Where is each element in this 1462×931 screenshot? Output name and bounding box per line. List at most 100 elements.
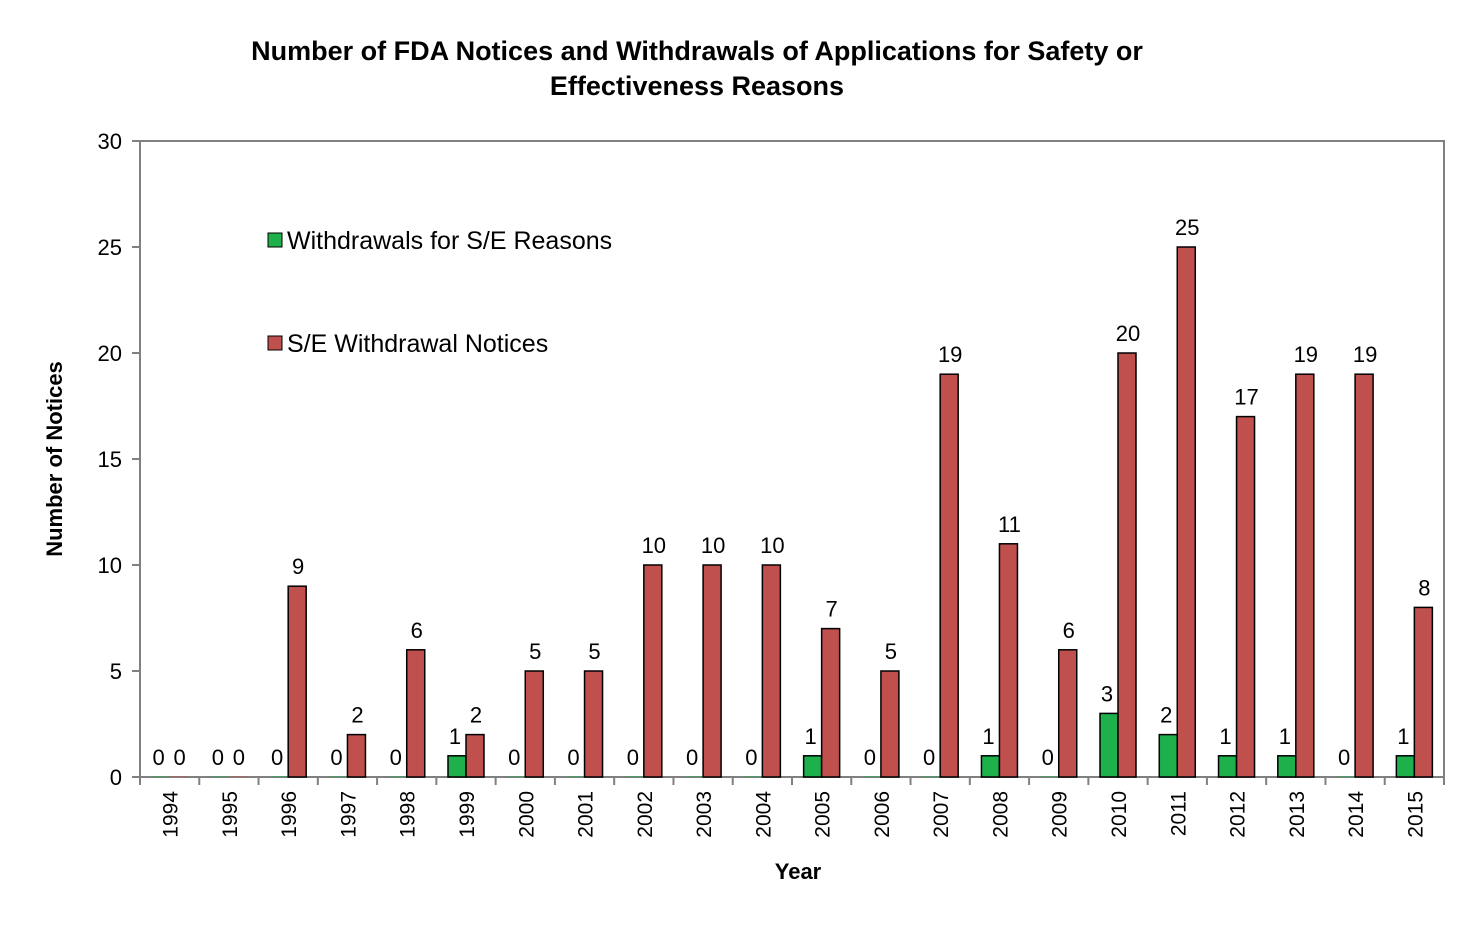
data-label-notices: 25 [1175, 215, 1199, 240]
y-tick-label: 25 [98, 235, 122, 260]
data-label-withdrawals: 0 [153, 745, 165, 770]
x-tick-label: 2006 [871, 791, 894, 838]
bar-notices [643, 564, 663, 778]
data-label-notices: 5 [885, 639, 897, 664]
bar-withdrawals [1040, 776, 1059, 777]
x-tick-label: 2002 [634, 791, 657, 838]
legend-label-notices: S/E Withdrawal Notices [287, 330, 548, 358]
bar-withdrawals [802, 755, 823, 778]
data-label-notices: 10 [642, 533, 666, 558]
x-axis-title: Year [775, 859, 822, 884]
bar-withdrawals [388, 776, 407, 777]
bar-notices [583, 670, 604, 778]
x-tick-label: 1994 [160, 791, 183, 838]
data-label-notices: 0 [233, 745, 245, 770]
x-tick-label: 2010 [1108, 791, 1131, 838]
bar-notices [465, 733, 485, 778]
bar-withdrawals [507, 776, 526, 777]
data-label-withdrawals: 0 [864, 745, 876, 770]
data-label-notices: 17 [1234, 385, 1258, 410]
data-label-notices: 6 [1063, 618, 1075, 643]
legend-swatch-withdrawals [267, 232, 283, 248]
data-label-withdrawals: 0 [271, 745, 283, 770]
bar-withdrawals [744, 776, 763, 777]
bars [151, 246, 1434, 778]
data-label-notices: 2 [470, 703, 482, 728]
bar-notices [1295, 373, 1315, 778]
data-label-withdrawals: 1 [1397, 724, 1409, 749]
x-tick-label: 2004 [752, 791, 775, 838]
bar-notices [1117, 352, 1137, 778]
data-label-withdrawals: 1 [982, 724, 994, 749]
x-tick-label: 2008 [989, 791, 1012, 838]
data-label-withdrawals: 0 [745, 745, 757, 770]
x-tick-label: 2011 [1167, 791, 1190, 836]
y-axis: 0 5 10 15 20 25 30 [98, 129, 140, 790]
data-label-notices: 19 [1294, 342, 1318, 367]
bar-notices [939, 373, 959, 778]
legend-swatch-notices [267, 335, 283, 351]
y-tick-label: 5 [110, 659, 122, 684]
data-label-withdrawals: 0 [686, 745, 698, 770]
data-label-withdrawals: 2 [1160, 703, 1172, 728]
data-label-notices: 8 [1418, 575, 1430, 600]
bar-notices [1235, 415, 1256, 778]
data-label-notices: 5 [588, 639, 600, 664]
bar-notices [1354, 373, 1374, 778]
data-label-notices: 0 [174, 745, 186, 770]
x-tick-label: 2014 [1345, 791, 1368, 838]
x-axis: 1994 1995 1996 1997 1998 1999 2000 2001 2002 2003… [139, 777, 1445, 838]
data-label-withdrawals: 0 [212, 745, 224, 770]
bar-withdrawals [1337, 776, 1356, 777]
bar-withdrawals [151, 776, 170, 777]
bar-withdrawals [1158, 733, 1179, 778]
bar-withdrawals [1395, 755, 1416, 778]
bar-withdrawals [1099, 712, 1119, 778]
x-tick-label: 2003 [693, 791, 716, 838]
bar-notices [405, 649, 426, 778]
x-tick-label: 2009 [1049, 791, 1072, 838]
bar-notices [1176, 246, 1197, 778]
bar-notices [524, 670, 545, 778]
bar-notices [702, 564, 722, 778]
x-tick-label: 1995 [219, 791, 242, 838]
data-label-withdrawals: 1 [1279, 724, 1291, 749]
data-labels: 0 0 0 0 090206120505010010010170501911106320… [153, 215, 1431, 770]
data-label-withdrawals: 0 [627, 745, 639, 770]
bar-withdrawals [210, 776, 229, 777]
data-label-notices: 9 [292, 554, 304, 579]
x-tick-label: 1996 [278, 791, 301, 838]
data-label-withdrawals: 0 [567, 745, 579, 770]
y-tick-label: 20 [98, 341, 122, 366]
data-label-withdrawals: 0 [1338, 745, 1350, 770]
bar-withdrawals [566, 776, 585, 777]
bar-notices [287, 585, 307, 778]
bar-notices [346, 733, 367, 778]
data-label-notices: 2 [351, 703, 363, 728]
x-tick-label: 2005 [812, 791, 835, 838]
bar-withdrawals [625, 776, 644, 777]
data-label-withdrawals: 1 [449, 724, 461, 749]
y-tick-label: 0 [110, 765, 122, 790]
data-label-notices: 6 [411, 618, 423, 643]
data-label-withdrawals: 1 [805, 724, 817, 749]
bar-withdrawals [922, 776, 941, 777]
bar-notices [228, 776, 247, 777]
x-tick-label: 1997 [337, 791, 360, 838]
x-tick-label: 2013 [1286, 791, 1309, 838]
data-label-withdrawals: 0 [508, 745, 520, 770]
data-label-withdrawals: 0 [1042, 745, 1054, 770]
data-label-withdrawals: 3 [1101, 681, 1113, 706]
chart-title-line-2: Effectiveness Reasons [550, 71, 844, 101]
bar-notices [1413, 606, 1434, 778]
x-tick-label: 2012 [1227, 791, 1250, 838]
data-label-withdrawals: 1 [1219, 724, 1231, 749]
y-tick-label: 30 [98, 129, 122, 154]
bar-notices [761, 564, 782, 778]
bar-notices [1057, 649, 1078, 778]
data-label-notices: 20 [1116, 321, 1140, 346]
bar-withdrawals [1217, 755, 1238, 778]
legend-label-withdrawals: Withdrawals for S/E Reasons [287, 227, 612, 255]
bar-notices [998, 543, 1019, 778]
bar-withdrawals [862, 776, 881, 777]
